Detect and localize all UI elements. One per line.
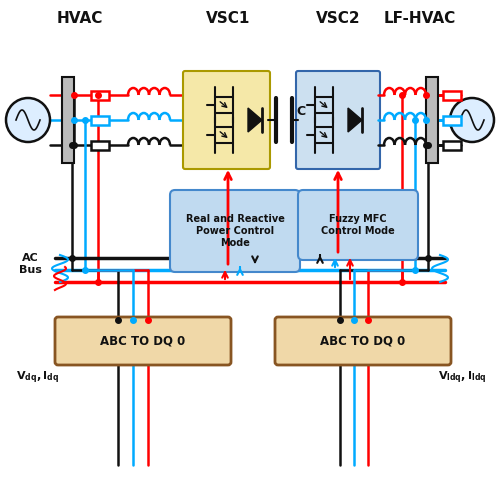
Text: ABC TO DQ 0: ABC TO DQ 0 xyxy=(320,334,406,347)
FancyBboxPatch shape xyxy=(275,317,451,365)
Bar xyxy=(443,140,461,149)
Text: $\mathbf{V_{dq}, I_{dq}}$: $\mathbf{V_{dq}, I_{dq}}$ xyxy=(16,370,60,386)
Polygon shape xyxy=(248,108,262,132)
FancyBboxPatch shape xyxy=(298,190,418,260)
Text: AC
Bus: AC Bus xyxy=(18,253,42,275)
FancyBboxPatch shape xyxy=(296,71,380,169)
Text: $\mathbf{V_{ldq}, I_{ldq}}$: $\mathbf{V_{ldq}, I_{ldq}}$ xyxy=(438,370,486,386)
Text: LF-HVAC: LF-HVAC xyxy=(384,11,456,25)
Circle shape xyxy=(450,98,494,142)
Bar xyxy=(443,91,461,100)
Text: VSC1: VSC1 xyxy=(206,11,250,25)
Bar xyxy=(91,91,109,100)
Text: ABC TO DQ 0: ABC TO DQ 0 xyxy=(100,334,186,347)
Text: HVAC: HVAC xyxy=(57,11,103,25)
Bar xyxy=(443,115,461,125)
FancyBboxPatch shape xyxy=(183,71,270,169)
Polygon shape xyxy=(348,108,362,132)
Text: Real and Reactive
Power Control
Mode: Real and Reactive Power Control Mode xyxy=(186,215,284,248)
Bar xyxy=(91,115,109,125)
FancyBboxPatch shape xyxy=(55,317,231,365)
Bar xyxy=(91,140,109,149)
Bar xyxy=(62,77,74,163)
Circle shape xyxy=(6,98,50,142)
Bar xyxy=(426,77,438,163)
FancyBboxPatch shape xyxy=(170,190,300,272)
Text: C: C xyxy=(296,105,305,118)
Text: VSC2: VSC2 xyxy=(316,11,360,25)
Text: Fuzzy MFC
Control Mode: Fuzzy MFC Control Mode xyxy=(321,214,395,236)
